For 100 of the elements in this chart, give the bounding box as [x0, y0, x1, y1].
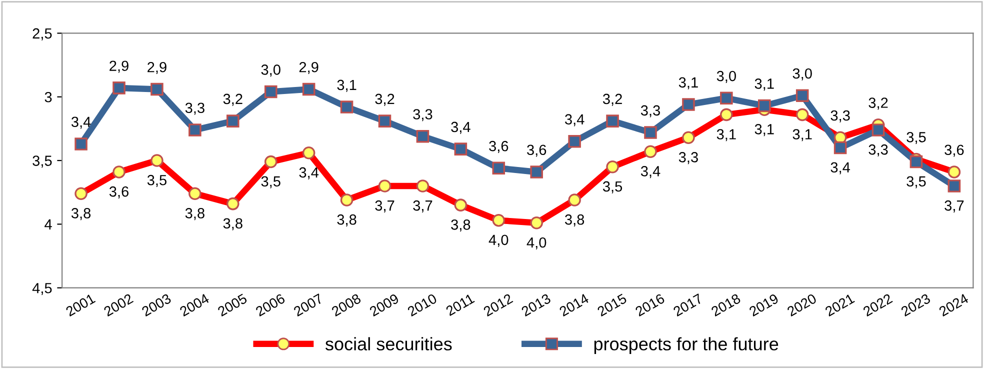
data-label: 3,0 — [261, 64, 280, 77]
data-label: 3,1 — [337, 80, 356, 92]
x-tick-label: 2008 — [330, 293, 362, 317]
x-tick-label: 2001 — [65, 293, 96, 317]
x-tick-label: 2015 — [596, 293, 628, 317]
data-label: 3,3 — [830, 110, 850, 122]
point — [150, 82, 164, 96]
data-label: 3,7 — [413, 200, 432, 212]
point — [948, 180, 961, 192]
data-label: 2,9 — [148, 62, 166, 74]
data-label: 3,4 — [564, 114, 584, 126]
point — [796, 89, 809, 102]
data-label: 3,8 — [337, 214, 356, 226]
x-tick-label: 2019 — [748, 293, 780, 317]
point — [112, 82, 126, 94]
y-tick-label: 4 — [44, 219, 52, 230]
data-label: 3,6 — [527, 144, 546, 157]
x-tick-label: 2020 — [786, 293, 818, 317]
x-tick-label: 2016 — [634, 293, 666, 317]
data-label: 3,0 — [792, 68, 812, 80]
data-label: 3,8 — [451, 219, 470, 232]
x-tick-label: 2011 — [445, 293, 475, 316]
data-label: 3,5 — [602, 181, 622, 194]
data-label: 3,6 — [109, 186, 128, 198]
x-tick-label: 2010 — [406, 293, 438, 317]
data-label: 2,9 — [299, 62, 318, 74]
data-label: 3,6 — [944, 144, 964, 157]
data-label: 4,0 — [488, 234, 508, 247]
data-label: 3,0 — [716, 70, 736, 83]
point — [340, 100, 354, 114]
data-label: 3,1 — [678, 77, 698, 90]
x-tick-label: 2007 — [292, 293, 324, 317]
data-label: 3,6 — [489, 140, 508, 153]
y-tick-label: 3 — [44, 92, 52, 102]
point — [720, 92, 733, 105]
data-label: 3,3 — [185, 102, 204, 115]
x-tick-label: 2023 — [900, 293, 931, 317]
point — [226, 114, 240, 128]
point — [606, 114, 619, 128]
point — [834, 141, 847, 154]
x-tick-label: 2018 — [710, 293, 742, 317]
point — [492, 162, 506, 175]
x-tick-label: 2021 — [824, 293, 855, 317]
y-tick-label: 3,5 — [32, 156, 52, 168]
data-label: 3,3 — [678, 152, 698, 164]
data-label: 2,9 — [110, 60, 128, 73]
data-label: 3,7 — [375, 200, 394, 212]
point — [74, 138, 88, 150]
point — [530, 166, 543, 178]
data-label: 3,3 — [868, 144, 888, 156]
data-label: 3,4 — [640, 166, 660, 178]
point — [264, 85, 278, 98]
x-tick-label: 2003 — [141, 293, 172, 317]
data-label: 3,2 — [375, 94, 394, 106]
x-tick-label: 2022 — [862, 293, 893, 317]
point — [872, 124, 885, 136]
legend-label: prospects for the future — [594, 337, 778, 354]
x-tick-label: 2014 — [558, 293, 590, 317]
point — [378, 114, 392, 128]
point — [758, 99, 771, 112]
data-label: 3,8 — [564, 214, 584, 226]
x-tick-label: 2013 — [520, 293, 552, 317]
data-label: 3,4 — [299, 167, 319, 180]
data-label: 3,3 — [413, 109, 432, 122]
point — [416, 130, 430, 143]
x-tick-label: 2017 — [672, 293, 704, 317]
x-tick-label: 2004 — [179, 293, 210, 317]
legend-label: social securities — [325, 337, 452, 350]
data-label: 4,0 — [526, 237, 546, 250]
data-label: 3,2 — [602, 94, 622, 106]
x-tick-label: 2006 — [255, 293, 286, 317]
data-label: 3,1 — [754, 78, 774, 91]
data-label: 3,4 — [830, 162, 850, 174]
data-label: 3,1 — [754, 124, 774, 136]
data-label: 3,1 — [792, 129, 812, 142]
y-tick-label: 2,5 — [32, 28, 52, 40]
data-label: 3,5 — [906, 176, 926, 188]
data-label: 3,4 — [451, 122, 470, 134]
x-tick-label: 2024 — [938, 293, 970, 317]
data-label: 3,5 — [147, 174, 166, 187]
data-label: 3,1 — [716, 129, 736, 142]
data-label: 3,5 — [906, 132, 926, 144]
x-tick-label: 2002 — [103, 293, 134, 317]
data-label: 3,8 — [223, 218, 242, 230]
data-label: 3,2 — [223, 94, 242, 106]
point — [188, 124, 202, 136]
point — [454, 142, 468, 156]
data-label: 3,3 — [640, 105, 660, 118]
data-label: 3,8 — [185, 208, 204, 220]
x-tick-label: 2012 — [482, 293, 514, 317]
point — [682, 98, 695, 111]
data-label: 3,8 — [71, 208, 91, 220]
data-label: 3,7 — [944, 200, 964, 212]
x-tick-label: 2005 — [217, 293, 248, 317]
point — [568, 135, 581, 148]
point — [302, 82, 316, 96]
point — [644, 126, 657, 139]
x-tick-label: 2009 — [368, 293, 400, 317]
data-label: 3,2 — [868, 98, 888, 110]
y-tick-label: 4,5 — [32, 283, 52, 295]
